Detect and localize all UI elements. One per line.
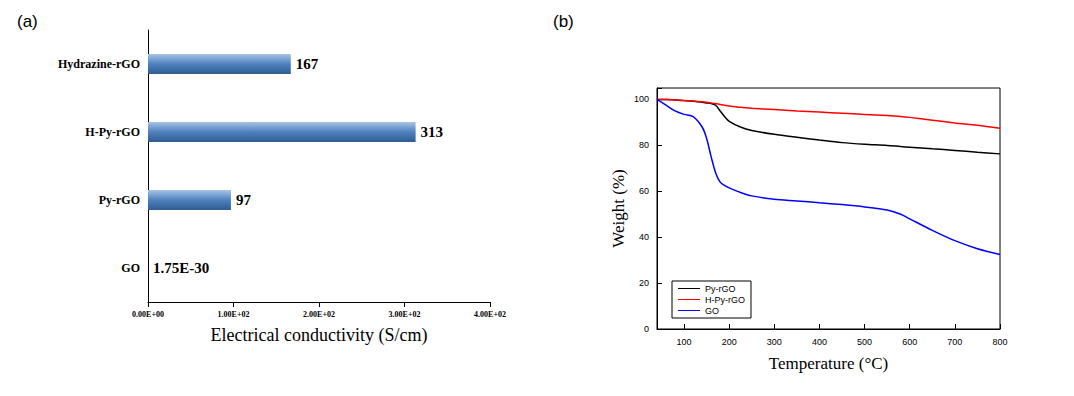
svg-text:800: 800 bbox=[992, 337, 1007, 347]
svg-text:1.00E+02: 1.00E+02 bbox=[218, 310, 250, 319]
svg-text:3.00E+02: 3.00E+02 bbox=[389, 310, 421, 319]
svg-text:Py-rGO: Py-rGO bbox=[99, 193, 140, 207]
svg-text:Py-rGO: Py-rGO bbox=[705, 284, 736, 294]
svg-text:600: 600 bbox=[902, 337, 917, 347]
svg-text:500: 500 bbox=[857, 337, 872, 347]
svg-text:Electrical conductivity (S/cm): Electrical conductivity (S/cm) bbox=[211, 325, 428, 346]
svg-text:Hydrazine-rGO: Hydrazine-rGO bbox=[58, 57, 140, 71]
svg-text:313: 313 bbox=[421, 124, 444, 140]
svg-text:1.75E-30: 1.75E-30 bbox=[153, 260, 209, 276]
svg-text:167: 167 bbox=[296, 56, 319, 72]
svg-text:40: 40 bbox=[639, 232, 649, 242]
svg-text:4.00E+02: 4.00E+02 bbox=[474, 310, 506, 319]
svg-text:Weight (%): Weight (%) bbox=[609, 169, 628, 247]
svg-text:300: 300 bbox=[767, 337, 782, 347]
svg-text:0.00E+00: 0.00E+00 bbox=[132, 310, 164, 319]
svg-text:100: 100 bbox=[677, 337, 692, 347]
svg-text:0: 0 bbox=[644, 324, 649, 334]
svg-text:GO: GO bbox=[705, 306, 719, 316]
svg-text:2.00E+02: 2.00E+02 bbox=[303, 310, 335, 319]
svg-text:400: 400 bbox=[812, 337, 827, 347]
svg-text:(b): (b) bbox=[553, 12, 574, 31]
svg-text:GO: GO bbox=[121, 261, 140, 275]
svg-text:200: 200 bbox=[722, 337, 737, 347]
svg-text:Temperature (°C): Temperature (°C) bbox=[769, 354, 888, 373]
svg-text:60: 60 bbox=[639, 186, 649, 196]
svg-text:80: 80 bbox=[639, 140, 649, 150]
svg-text:H-Py-rGO: H-Py-rGO bbox=[705, 295, 745, 305]
svg-text:100: 100 bbox=[634, 94, 649, 104]
svg-text:97: 97 bbox=[236, 192, 252, 208]
svg-text:700: 700 bbox=[947, 337, 962, 347]
svg-text:20: 20 bbox=[639, 278, 649, 288]
svg-text:(a): (a) bbox=[17, 12, 38, 31]
svg-text:H-Py-rGO: H-Py-rGO bbox=[85, 125, 140, 139]
